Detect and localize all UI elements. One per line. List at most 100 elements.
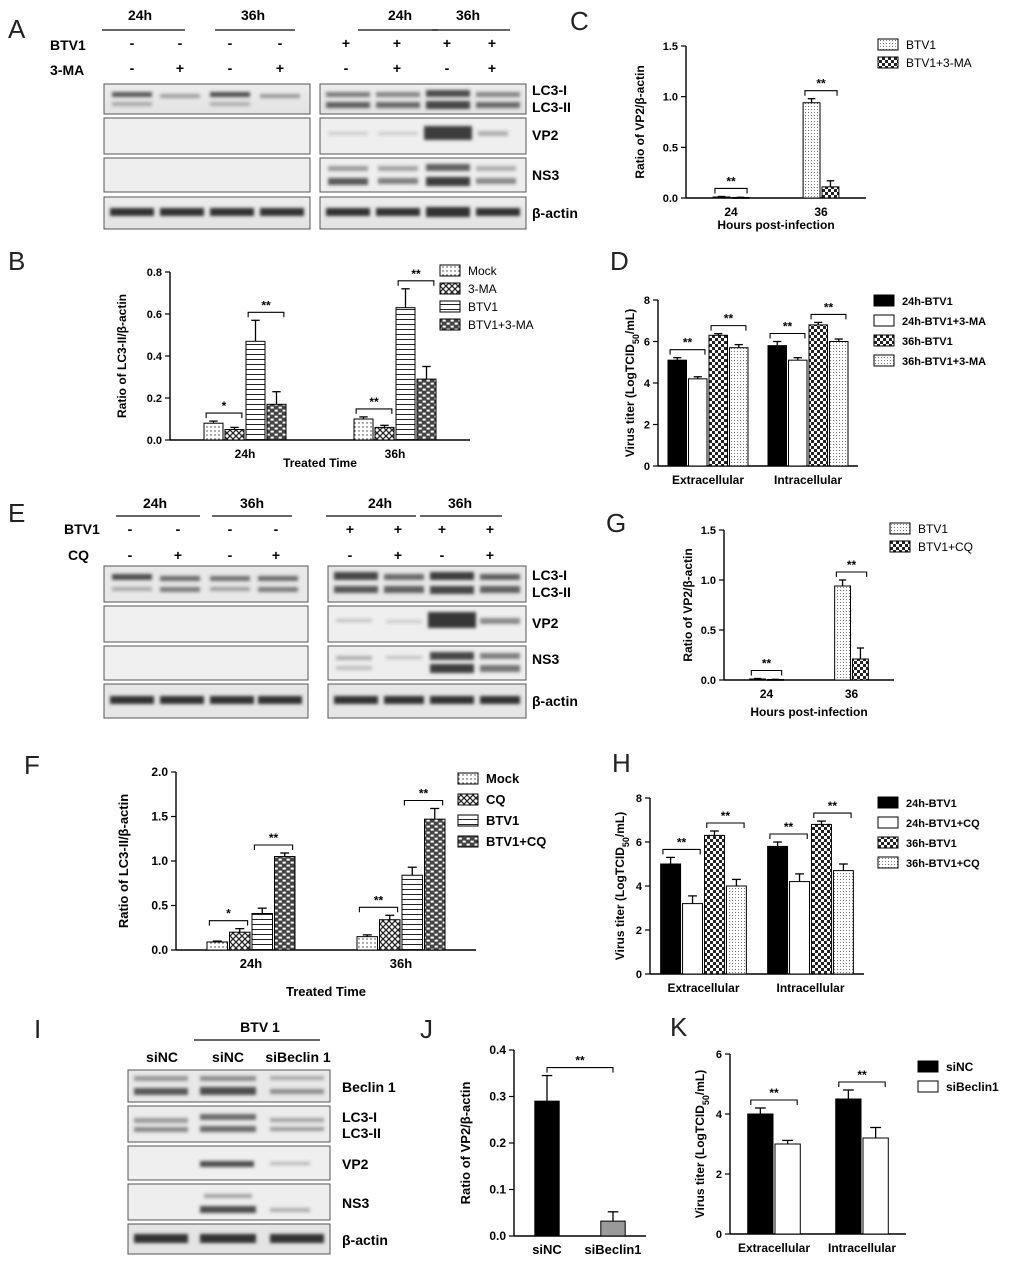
legend-swatch <box>873 314 895 327</box>
y-tick-label: 2 <box>644 420 650 432</box>
y-tick-label: 0.6 <box>147 309 162 321</box>
legend-label: 24h-BTV1+3-MA <box>902 316 986 328</box>
significance-bracket <box>358 906 399 913</box>
significance-bracket <box>355 408 393 414</box>
y-tick-label: 0.0 <box>147 435 162 447</box>
significance-label: ** <box>769 1086 779 1100</box>
legend-swatch <box>877 56 899 69</box>
y-tick-label: 0 <box>644 461 650 473</box>
bar <box>829 341 849 467</box>
x-tick-label: 24h <box>235 447 256 461</box>
lane-sign: - <box>176 521 181 537</box>
significance-label: ** <box>374 893 384 907</box>
significance-label: ** <box>847 558 857 572</box>
legend-label: BTV1+3-MA <box>906 56 972 70</box>
legend-swatch <box>457 814 479 827</box>
y-tick-label: 1.5 <box>701 525 716 537</box>
y-tick-label: 0.0 <box>701 675 716 687</box>
bar <box>600 1220 626 1237</box>
lane-label: siNC <box>212 1049 244 1065</box>
bar <box>274 856 296 951</box>
chart-k-virus-titer: 0 2 4 6 Virus titer (LogTCID50/mL) Extracellu… <box>693 1049 999 1255</box>
significance-bracket <box>810 313 847 320</box>
legend-label: Mock <box>486 771 520 786</box>
lane-sign: - <box>344 60 349 76</box>
y-tick-label: 2.0 <box>151 765 168 779</box>
significance-bracket <box>804 90 838 96</box>
bar <box>424 818 446 951</box>
panel-label-h: H <box>612 748 631 778</box>
bar <box>206 941 228 951</box>
blot-time-label: 36h <box>240 495 264 511</box>
y-tick-label: 0.0 <box>663 193 678 205</box>
y-tick-label: 0 <box>636 969 642 981</box>
bar <box>224 429 245 441</box>
lane-sign: + <box>486 547 494 563</box>
significance-label: ** <box>762 657 772 671</box>
significance-label: ** <box>261 298 271 312</box>
y-tick-label: 0.0 <box>151 943 168 957</box>
lane-sign: - <box>440 547 445 563</box>
bar <box>395 307 416 441</box>
y-tick-label: 4 <box>636 881 643 893</box>
blot-group-label: BTV 1 <box>240 1019 280 1035</box>
legend-label: 24h-BTV1 <box>902 296 953 308</box>
legend-label: Mock <box>468 264 498 278</box>
y-tick-label: 0.3 <box>489 1090 506 1104</box>
significance-bracket <box>750 1099 798 1105</box>
band-label: LC3-II <box>342 1125 381 1141</box>
y-tick-label: 2 <box>636 925 642 937</box>
legend-swatch <box>917 1080 939 1093</box>
y-tick-label: 1.0 <box>701 575 716 587</box>
panel-label-e: E <box>8 498 26 528</box>
band-label: VP2 <box>532 127 559 143</box>
significance-bracket <box>838 1081 886 1087</box>
legend-label: siNC <box>946 1060 974 1074</box>
x-tick-label: Intracellular <box>828 1241 896 1255</box>
band-label: LC3-I <box>532 567 567 583</box>
y-tick-label: 0.4 <box>489 1043 506 1057</box>
blot-time-label: 24h <box>388 7 412 23</box>
legend-label: 3-MA <box>468 282 497 296</box>
bar <box>832 870 854 975</box>
panel-label-d: D <box>610 246 629 276</box>
blot-time-label: 24h <box>143 495 167 511</box>
band-label: LC3-I <box>532 82 567 98</box>
band-label: Beclin 1 <box>342 1079 396 1095</box>
y-tick-label: 0.1 <box>489 1183 506 1197</box>
legend-swatch <box>877 836 899 849</box>
x-tick-label: 24 <box>724 205 738 219</box>
bar <box>534 1100 560 1237</box>
bar <box>729 347 749 467</box>
lane-sign: - <box>274 521 279 537</box>
blot-row-label: CQ <box>68 547 89 563</box>
chart-c-vp2-ratio: 0.0 0.5 1.0 1.5 Ratio of VP2/β-actin Hours po… <box>633 38 972 232</box>
band-label: β-actin <box>342 1232 388 1248</box>
significance-bracket <box>813 812 852 819</box>
lane-sign: + <box>438 521 446 537</box>
legend-swatch <box>873 354 895 367</box>
y-tick-label: 6 <box>716 1049 722 1061</box>
y-tick-label: 0.8 <box>147 267 162 279</box>
legend-label: siBeclin1 <box>946 1080 999 1094</box>
x-tick-label: siNC <box>532 1242 562 1257</box>
legend-swatch <box>457 772 479 785</box>
band-label: VP2 <box>342 1156 369 1172</box>
lane-sign: - <box>278 35 283 51</box>
bar <box>767 845 789 975</box>
y-tick-label: 1.5 <box>663 41 678 53</box>
lane-sign: + <box>174 547 182 563</box>
legend-label: 36h-BTV1+3-MA <box>902 356 986 368</box>
legend-swatch <box>877 38 899 51</box>
x-tick-label: 36h <box>390 956 412 971</box>
significance-label: ** <box>269 831 279 845</box>
band-label: LC3-II <box>532 99 571 115</box>
x-axis-label: Hours post-infection <box>717 218 834 232</box>
lane-sign: - <box>228 521 233 537</box>
y-tick-label: 0.4 <box>147 351 163 363</box>
chart-b-lc3-ratio: 0.0 0.2 0.4 0.6 0.8 Ratio of LC3-II/β-actin Tr… <box>115 264 534 470</box>
significance-label: ** <box>419 786 429 800</box>
panel-label-b: B <box>8 246 26 276</box>
significance-label: ** <box>369 395 379 409</box>
bar <box>821 186 840 199</box>
